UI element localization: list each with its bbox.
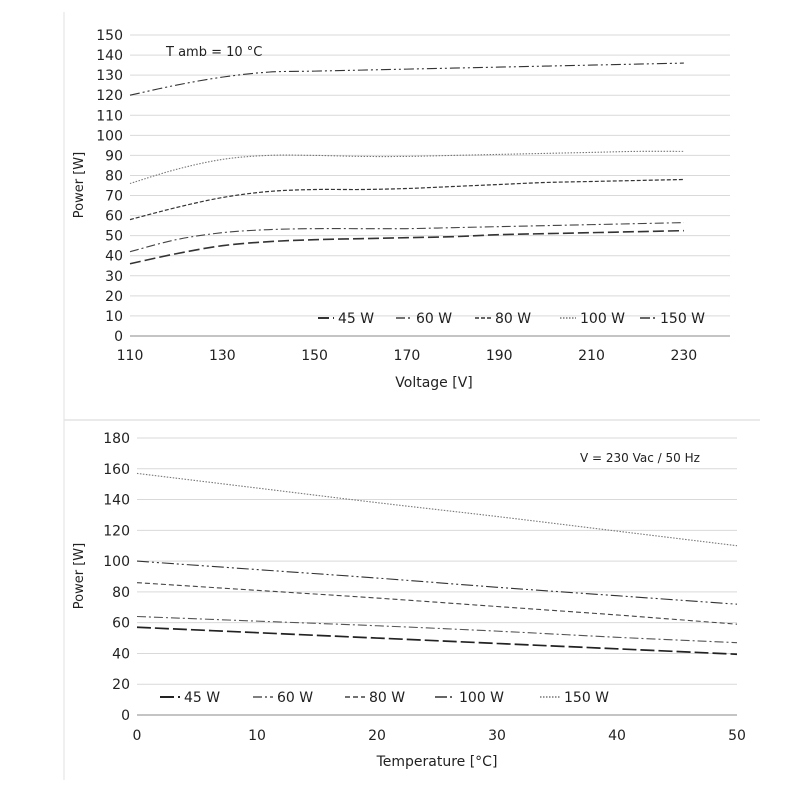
temperature-chart-x-tick-label: 30 [488,728,506,744]
temperature-chart-legend-item-60-w: 60 W [253,690,313,706]
voltage-chart-y-axis-label: Power [W] [72,152,87,218]
temperature-chart-legend-label: 45 W [184,690,220,706]
voltage-chart-x-axis-label: Voltage [V] [395,375,472,391]
voltage-chart: 0 10 20 30 40 50 60 70 80 90 100 110 120 130 140 150 11… [72,28,730,391]
temperature-chart-x-tick-label: 0 [133,728,142,744]
voltage-chart-legend-item-45-w: 45 W [318,311,374,327]
voltage-chart-legend-label: 150 W [660,311,705,327]
temperature-chart: 0 20 40 60 80 100 120 140 160 180 0 10 20 30 40 50 45 … [72,431,746,770]
voltage-chart-x-tick-label: 170 [394,348,421,364]
voltage-chart-legend: 45 W 60 W 80 W 100 W 150 W [318,311,705,327]
temperature-chart-y-ticks: 0 20 40 60 80 100 120 140 160 180 [103,431,130,724]
temperature-chart-series-100-w [136,560,738,605]
temperature-chart-y-tick-label: 80 [112,585,130,601]
temperature-chart-legend-label: 150 W [564,690,609,706]
voltage-chart-x-tick-label: 110 [117,348,144,364]
voltage-chart-annotation: T amb = 10 °C [165,45,262,60]
voltage-chart-y-tick-label: 20 [105,289,123,305]
voltage-chart-x-tick-label: 210 [578,348,605,364]
temperature-chart-legend-label: 80 W [369,690,405,706]
voltage-chart-y-tick-label: 40 [105,249,123,265]
voltage-chart-y-ticks: 0 10 20 30 40 50 60 70 80 90 100 110 120 130 140 150 [96,28,123,345]
temperature-chart-x-tick-label: 40 [608,728,626,744]
voltage-chart-series-60-w [129,222,684,253]
voltage-chart-legend-label: 100 W [580,311,625,327]
voltage-chart-y-tick-label: 30 [105,269,123,285]
temperature-chart-y-tick-label: 140 [103,493,130,509]
temperature-chart-y-tick-label: 100 [103,554,130,570]
temperature-chart-series [136,472,738,656]
voltage-chart-y-tick-label: 100 [96,128,123,144]
temperature-chart-legend-label: 60 W [277,690,313,706]
temperature-chart-legend-item-80-w: 80 W [345,690,405,706]
voltage-chart-x-tick-label: 190 [486,348,513,364]
voltage-chart-y-tick-label: 50 [105,229,123,245]
voltage-chart-legend-item-150-w: 150 W [640,311,705,327]
temperature-chart-x-tick-label: 20 [368,728,386,744]
temperature-chart-series-60-w [136,615,738,644]
voltage-chart-legend-item-60-w: 60 W [396,311,452,327]
temperature-chart-legend-item-45-w: 45 W [160,690,220,706]
voltage-chart-y-tick-label: 140 [96,48,123,64]
temperature-chart-series-45-w [136,626,738,656]
temperature-chart-y-tick-label: 40 [112,646,130,662]
temperature-chart-y-tick-label: 180 [103,431,130,447]
temperature-chart-y-tick-label: 120 [103,523,130,539]
voltage-chart-y-tick-label: 80 [105,168,123,184]
voltage-chart-y-tick-label: 10 [105,309,123,325]
voltage-chart-x-tick-label: 150 [301,348,328,364]
temperature-chart-y-axis-label: Power [W] [72,543,87,609]
temperature-chart-series-80-w [136,582,738,625]
voltage-chart-y-tick-label: 0 [114,329,123,345]
temperature-chart-y-tick-label: 160 [103,462,130,478]
voltage-chart-series-45-w [129,229,684,265]
temperature-chart-x-tick-label: 50 [728,728,746,744]
voltage-chart-y-tick-label: 120 [96,88,123,104]
voltage-chart-legend-item-100-w: 100 W [560,311,625,327]
voltage-chart-series-150-w [129,62,684,96]
voltage-chart-series-100-w [129,150,684,185]
temperature-chart-x-ticks: 0 10 20 30 40 50 [133,728,746,744]
temperature-chart-legend: 45 W 60 W 80 W 100 W 150 W [160,690,609,706]
temperature-chart-y-tick-label: 20 [112,677,130,693]
voltage-chart-y-tick-label: 110 [96,108,123,124]
temperature-chart-series-150-w [136,472,738,547]
temperature-chart-y-tick-label: 60 [112,616,130,632]
voltage-chart-legend-item-80-w: 80 W [475,311,531,327]
temperature-chart-legend-label: 100 W [459,690,504,706]
temperature-chart-annotation: V = 230 Vac / 50 Hz [580,451,700,465]
temperature-chart-grid [137,437,737,685]
voltage-chart-grid [130,34,730,317]
temperature-chart-legend-item-150-w: 150 W [540,690,609,706]
temperature-chart-x-tick-label: 10 [248,728,266,744]
voltage-chart-series-80-w [129,178,684,221]
voltage-chart-y-tick-label: 60 [105,209,123,225]
voltage-chart-legend-label: 80 W [495,311,531,327]
voltage-chart-y-tick-label: 130 [96,68,123,84]
voltage-chart-x-tick-label: 130 [209,348,236,364]
temperature-chart-y-tick-label: 0 [121,708,130,724]
voltage-chart-x-ticks: 110 130 150 170 190 210 230 [117,348,698,364]
voltage-chart-x-tick-label: 230 [670,348,697,364]
voltage-chart-y-tick-label: 90 [105,148,123,164]
voltage-chart-y-tick-label: 150 [96,28,123,44]
temperature-chart-x-axis-label: Temperature [°C] [376,754,498,770]
voltage-chart-legend-label: 60 W [416,311,452,327]
voltage-chart-series [129,62,684,265]
voltage-chart-legend-label: 45 W [338,311,374,327]
voltage-chart-y-tick-label: 70 [105,189,123,205]
temperature-chart-legend-item-100-w: 100 W [435,690,504,706]
